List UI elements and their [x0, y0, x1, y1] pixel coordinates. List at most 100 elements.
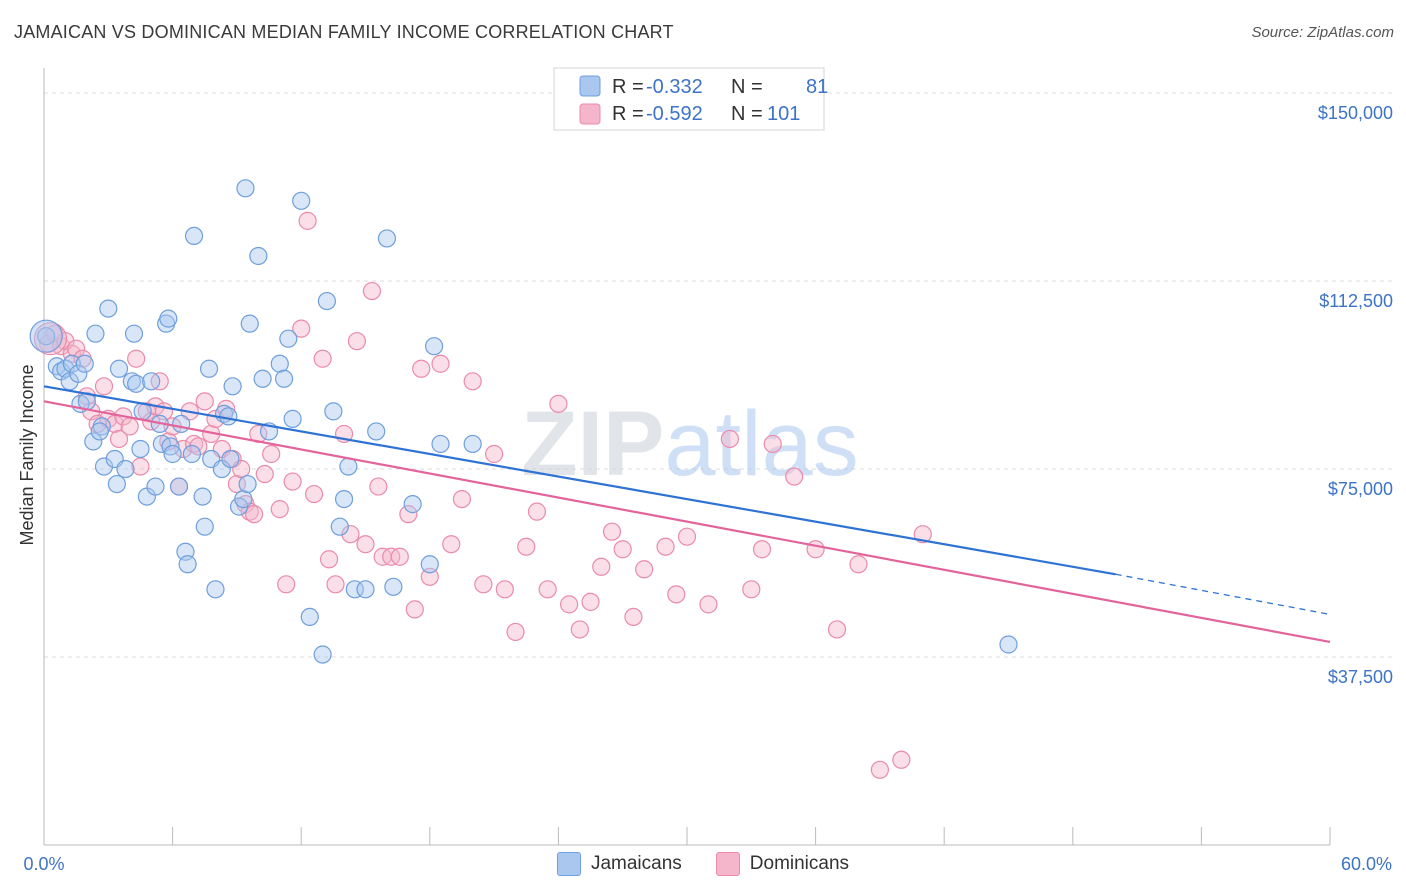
- dominicans-point-62: [399, 505, 418, 524]
- dominicans-point-70: [474, 575, 493, 594]
- jamaicans-point-14: [94, 457, 114, 476]
- jamaicans-point-19: [116, 459, 135, 479]
- dominicans-point-87: [667, 585, 686, 604]
- dominicans-point-40: [244, 505, 264, 524]
- jamaicans-point-72: [367, 422, 386, 441]
- dominicans-point-64: [412, 359, 431, 378]
- dominicans-point-36: [227, 474, 246, 494]
- y-tick-label-2: $112,500: [1319, 291, 1393, 311]
- jamaicans-point-34: [169, 477, 189, 496]
- dominicans-point-15: [120, 417, 139, 436]
- jamaicans-point-73: [377, 229, 397, 248]
- jamaicans-point-18: [109, 359, 129, 378]
- dominicans-point-16: [127, 349, 146, 368]
- dominicans-point-29: [189, 437, 208, 456]
- dominicans-point-86: [656, 537, 675, 556]
- dominicans-points: [33, 211, 932, 779]
- jamaicans-point-44: [206, 580, 225, 599]
- jamaicans-point-74: [384, 577, 403, 596]
- watermark: ZIPatlas: [521, 393, 858, 495]
- jamaicans-point-39: [184, 226, 204, 246]
- dominicans-point-10: [94, 377, 114, 396]
- legend-swatch-dominicans: [579, 103, 601, 125]
- jamaicans-point-5: [62, 354, 81, 373]
- x-tick-labels: 0.0% 60.0%: [23, 854, 1392, 874]
- axes: [43, 68, 1331, 846]
- jamaicans-point-21: [127, 374, 146, 393]
- jamaicans-point-64: [313, 645, 332, 664]
- jamaicans-trend-line: [43, 385, 1116, 576]
- jamaicans-trend-extension: [1115, 573, 1331, 616]
- jamaicans-point-23: [131, 439, 150, 459]
- jamaicans-point-33: [163, 444, 182, 464]
- jamaicans-point-53: [240, 314, 259, 333]
- dominicans-point-55: [347, 332, 367, 351]
- dominicans-point-89: [699, 595, 718, 614]
- jamaicans-point-26: [142, 372, 161, 391]
- jamaicans-point-6: [69, 364, 88, 383]
- legend-r-label-1: R =: [612, 76, 644, 98]
- jamaicans-points: [29, 179, 1018, 664]
- jamaicans-point-61: [283, 409, 302, 428]
- dominicans-point-85: [635, 560, 654, 579]
- legend-n-value-2: 101: [767, 103, 800, 125]
- trend-lines: [43, 385, 1331, 644]
- legend-r-value-2: -0.592: [646, 103, 703, 125]
- y-axis-label: Median Family Income: [17, 364, 37, 545]
- series-legend: Jamaicans Dominicans: [0, 852, 1406, 876]
- chart-title: JAMAICAN VS DOMINICAN MEDIAN FAMILY INCO…: [14, 22, 674, 42]
- legend-item-dominicans: Dominicans: [715, 852, 850, 876]
- jamaicans-point-78: [431, 434, 450, 454]
- dominicans-trend-line: [43, 400, 1331, 644]
- dominicans-point-71: [485, 444, 504, 464]
- jamaicans-point-68: [334, 489, 354, 509]
- jamaicans-point-71: [356, 580, 375, 599]
- jamaicans-point-66: [324, 402, 343, 421]
- dominicans-point-84: [624, 607, 643, 627]
- jamaicans-point-40: [193, 487, 212, 506]
- jamaicans-point-49: [223, 377, 242, 396]
- jamaicans-point-37: [178, 555, 197, 574]
- legend-label-jamaicans: Jamaicans: [590, 853, 682, 874]
- dominicans-point-90: [720, 429, 739, 449]
- jamaicans-point-58: [270, 354, 289, 373]
- dominicans-point-81: [592, 557, 611, 576]
- dominicans-point-56: [356, 535, 375, 554]
- jamaicans-point-60: [279, 329, 298, 348]
- dominicans-point-63: [405, 600, 424, 619]
- jamaicans-point-65: [317, 291, 337, 311]
- jamaicans-point-15: [99, 299, 118, 318]
- dominicans-point-50: [313, 349, 332, 368]
- jamaicans-point-51: [234, 489, 253, 509]
- legend-label-dominicans: Dominicans: [749, 853, 850, 874]
- jamaicans-point-42: [199, 359, 219, 378]
- dominicans-point-66: [431, 354, 450, 373]
- dominicans-point-91: [742, 580, 761, 599]
- x-tick-label-0: 0.0%: [23, 854, 64, 874]
- legend-n-value-1: 81: [806, 76, 828, 98]
- jamaicans-point-77: [424, 337, 444, 356]
- jamaicans-point-32: [161, 437, 180, 456]
- dominicans-point-54: [341, 525, 360, 544]
- dominicans-point-88: [677, 527, 697, 546]
- jamaicans-point-35: [172, 414, 191, 434]
- jamaicans-point-11: [86, 324, 105, 343]
- jamaicans-point-27: [146, 477, 165, 496]
- dominicans-point-99: [892, 750, 911, 769]
- jamaicans-point-56: [253, 369, 272, 388]
- jamaicans-point-8: [75, 354, 94, 373]
- dominicans-point-30: [195, 392, 214, 411]
- jamaicans-point-69: [339, 457, 358, 476]
- dominicans-point-57: [362, 281, 382, 301]
- dominicans-point-42: [255, 464, 274, 484]
- jamaicans-point-48: [221, 449, 240, 469]
- legend-swatch-jamaicans: [579, 75, 601, 97]
- dominicans-point-75: [527, 502, 547, 521]
- dominicans-point-45: [277, 575, 296, 594]
- dominicans-point-65: [420, 567, 439, 586]
- jamaicans-point-76: [420, 555, 439, 574]
- dominicans-point-73: [506, 622, 525, 642]
- dominicans-point-52: [326, 575, 345, 594]
- dominicans-point-76: [538, 580, 557, 599]
